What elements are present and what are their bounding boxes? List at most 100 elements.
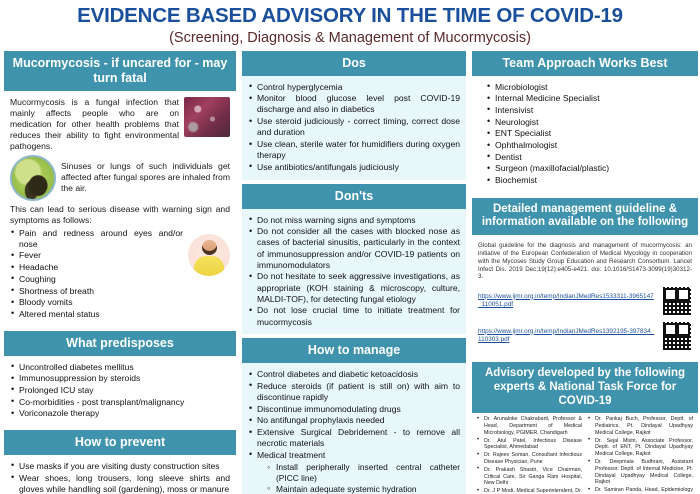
qr-code-icon-1 [662,286,692,317]
list-item: Reduce steroids (if patient is still on)… [248,380,460,403]
donts-list: Do not miss warning signs and symptoms D… [248,214,460,328]
list-item: ENT Specialist [486,128,692,140]
section-header-donts: Don'ts [242,183,466,209]
guideline-link-2[interactable]: https://www.ijmr.org.in/temp/IndianJMedR… [478,327,655,344]
list-item: Uncontrolled diabetes mellitus [10,361,230,373]
list-item-medical-treatment: Medical treatment Install peripherally i… [248,449,460,494]
experts-list-right: Dr. Pankaj Buch, Professor, Deptt. of Pe… [588,416,693,494]
list-item: Voriconazole therapy [10,408,230,420]
poster-title-block: EVIDENCE BASED ADVISORY IN THE TIME OF C… [0,0,700,49]
section-team: Microbiologist Internal Medicine Special… [472,75,698,193]
list-item: Bloody vomits [10,297,183,309]
list-item: Dr. Samiran Panda, Head, Epidemiology & … [588,487,693,494]
list-item: Dr. J P Modi, Medical Superintendent, Dr… [477,488,582,494]
prevent-list: Use masks if you are visiting dusty cons… [10,460,230,494]
list-item: Intensivist [486,104,692,116]
list-item: Altered mental status [10,308,183,320]
page-title: EVIDENCE BASED ADVISORY IN THE TIME OF C… [77,4,623,27]
column-right: Team Approach Works Best Microbiologist … [472,50,698,494]
section-header-advisory: Advisory developed by the following expe… [472,362,698,414]
experts-columns: Dr. Arunaloke Chakrabarti, Professor & H… [472,413,698,494]
section-advisory: Dr. Arunaloke Chakrabarti, Professor & H… [472,413,698,494]
list-item: Wear shoes, long trousers, long sleeve s… [10,472,230,494]
section-dos: Control hyperglycemia Monitor blood gluc… [242,75,466,180]
list-item: Microbiologist [486,81,692,93]
list-item: Dr. Deepmala Budhrani, Assistant Profess… [588,459,693,486]
poster-columns: Mucormycosis - if uncared for - may turn… [0,49,700,494]
section-header-predisposes: What predisposes [4,330,236,356]
section-guideline: Global guideline for the diagnosis and m… [472,235,698,358]
section-header-dos: Dos [242,50,466,76]
column-middle: Dos Control hyperglycemia Monitor blood … [242,50,466,494]
patient-illustration-image [188,233,230,276]
section-predisposes: Uncontrolled diabetes mellitus Immunosup… [4,355,236,426]
dos-list: Control hyperglycemia Monitor blood gluc… [248,81,460,173]
list-item: Biochemist [486,175,692,187]
list-item: Do not hesitate to seek aggressive inves… [248,271,460,305]
column-left: Mucormycosis - if uncared for - may turn… [4,50,236,494]
list-item: Use masks if you are visiting dusty cons… [10,460,230,472]
list-item: Headache [10,262,183,274]
section-intro: Mucormycosis is a fungal infection that … [4,90,236,327]
list-item: Shortness of breath [10,285,183,297]
guideline-link-row-2: https://www.ijmr.org.in/temp/IndianJMedR… [478,321,692,352]
guideline-link-1[interactable]: https://www.ijmr.org.in/temp/IndianJMedR… [478,292,654,309]
section-header-manage: How to manage [242,338,466,364]
sub-list-item: Install peripherally inserted central ca… [267,462,460,484]
list-item: Pain and redness around eyes and/or nose [10,227,183,250]
list-item: Dentist [486,151,692,163]
fungal-culture-image [10,154,56,201]
guideline-citation: Global guideline for the diagnosis and m… [478,242,692,281]
list-item: Coughing [10,273,183,285]
list-item: Extensive Surgical Debridement - to remo… [248,427,460,449]
list-item: Do not lose crucial time to initiate tre… [248,305,460,327]
list-item: Dr. Arunaloke Chakrabarti, Professor & H… [477,416,582,436]
list-item: Immunosuppression by steroids [10,373,230,385]
list-item: Control hyperglycemia [248,81,460,93]
guideline-link-row-1: https://www.ijmr.org.in/temp/IndianJMedR… [478,286,692,317]
list-item: Ophthalmologist [486,139,692,151]
manage-list: Control diabetes and diabetic ketoacidos… [248,369,460,494]
list-item: Control diabetes and diabetic ketoacidos… [248,369,460,381]
medical-treatment-list: Install peripherally inserted central ca… [267,462,460,494]
list-item: Co-morbidities - post transplant/maligna… [10,396,230,408]
list-item: Surgeon (maxillofacial/plastic) [486,163,692,175]
section-header-guideline: Detailed management guideline & informat… [472,197,698,236]
list-item: No antifungal prophylaxis needed [248,415,460,427]
list-item: Neurologist [486,116,692,128]
medical-treatment-label: Medical treatment [257,449,326,460]
experts-list-left: Dr. Arunaloke Chakrabarti, Professor & H… [477,416,582,494]
section-manage: Control diabetes and diabetic ketoacidos… [242,363,466,494]
section-donts: Do not miss warning signs and symptoms D… [242,208,466,335]
list-item: Use clean, sterile water for humidifiers… [248,138,460,161]
team-list: Microbiologist Internal Medicine Special… [486,81,692,187]
section-prevent: Use masks if you are visiting dusty cons… [4,454,236,494]
intro-paragraph-2: Sinuses or lungs of such individuals get… [61,161,230,194]
list-item: Use steroid judiciously - correct timing… [248,116,460,138]
predisposes-list: Uncontrolled diabetes mellitus Immunosup… [10,361,230,420]
list-item: Dr. Prakash Shastri, Vice Chairman, Crit… [477,466,582,487]
list-item: Prolonged ICU stay [10,384,230,396]
qr-code-icon-2 [662,321,692,352]
list-item: Do not consider all the cases with block… [248,226,460,271]
list-item: Discontinue immunomodulating drugs [248,403,460,415]
list-item: Use antibiotics/antifungals judiciously [248,161,460,173]
list-item: Fever [10,250,183,262]
intro-paragraph-3: This can lead to serious disease with wa… [10,203,230,225]
page-subtitle: (Screening, Diagnosis & Management of Mu… [169,29,531,46]
section-header-team: Team Approach Works Best [472,50,698,76]
list-item: Dr. Pankaj Buch, Professor, Deptt. of Pe… [588,416,693,436]
intro-paragraph-1: Mucormycosis is a fungal infection that … [10,96,179,151]
list-item: Dr. Atul Patel, Infectious Disease Speci… [477,437,582,452]
list-item: Internal Medicine Specialist [486,93,692,105]
sub-list-item: Maintain adequate systemic hydration [267,483,460,494]
microscopy-tissue-image [184,96,230,137]
list-item: Dr. Rajeev Soman, Consultant Infectious … [477,452,582,466]
symptom-list: Pain and redness around eyes and/or nose… [10,227,183,321]
section-header-prevent: How to prevent [4,429,236,455]
list-item: Dr. Sejal Mistri, Associate Professor, D… [588,437,693,458]
list-item: Monitor blood glucose level post COVID-1… [248,93,460,115]
section-header-intro: Mucormycosis - if uncared for - may turn… [4,50,236,91]
list-item: Do not miss warning signs and symptoms [248,214,460,226]
